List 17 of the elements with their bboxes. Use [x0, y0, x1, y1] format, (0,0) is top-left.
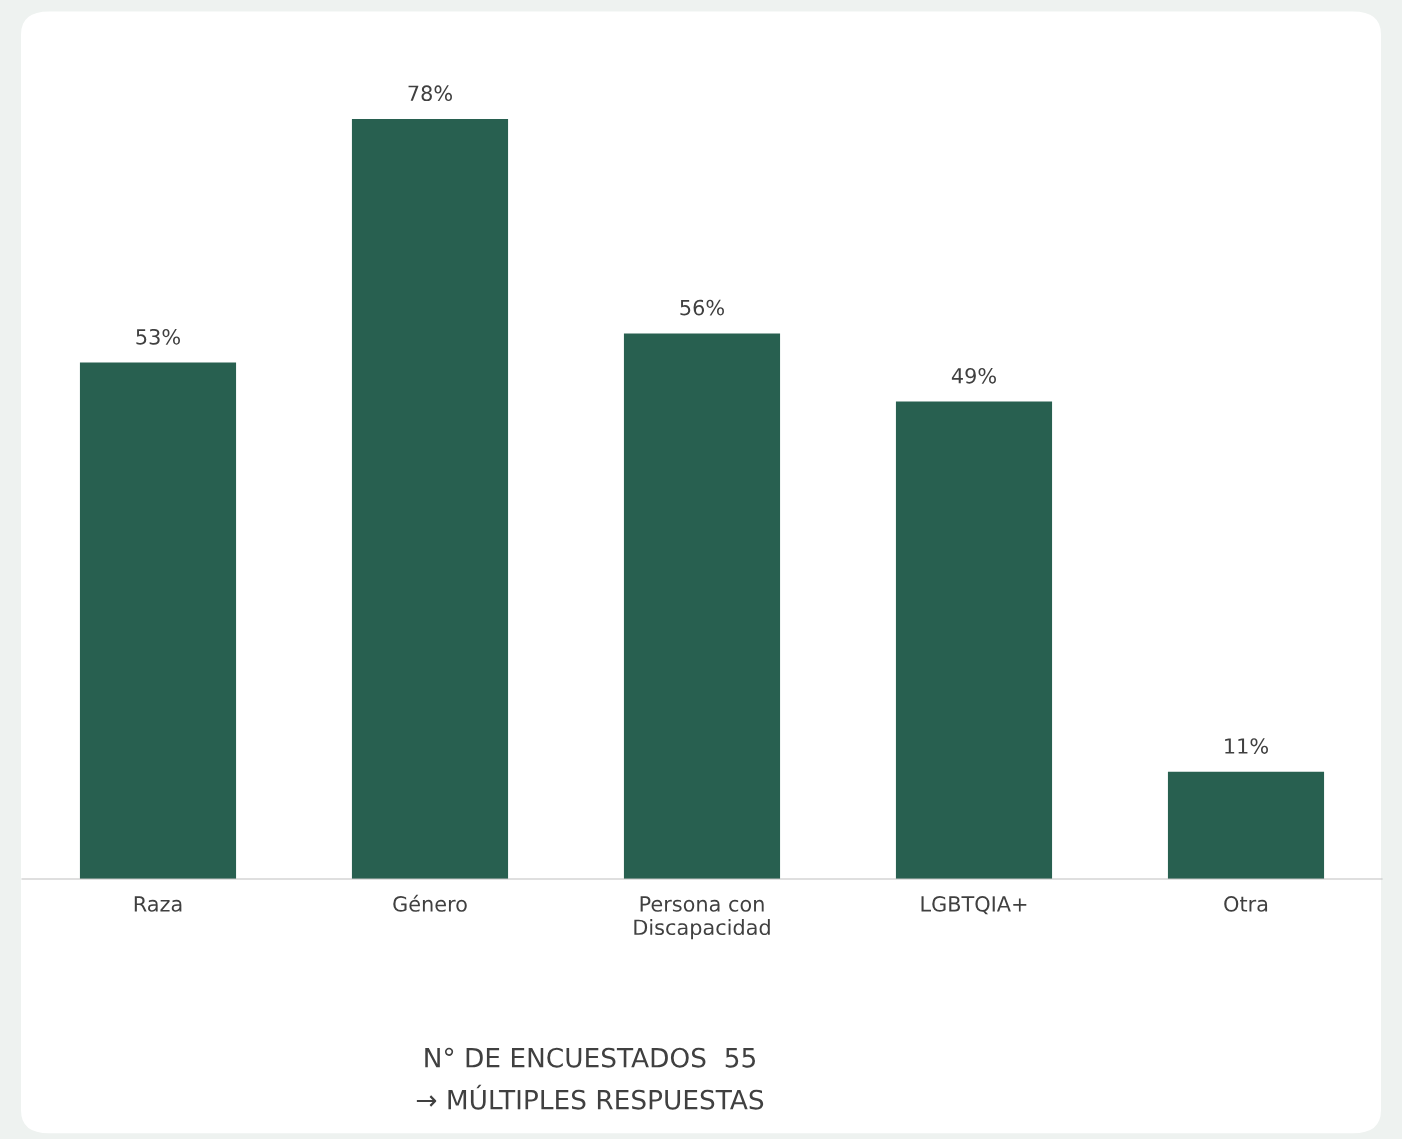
x-tick-label: Raza	[134, 896, 182, 912]
bar	[895, 401, 1053, 879]
bar	[623, 333, 781, 879]
bar	[79, 362, 237, 879]
text: N° DE ENCUESTADOS 55	[425, 1047, 755, 1068]
bar	[1167, 771, 1325, 879]
x-tick-label: Otra	[1224, 896, 1268, 912]
x-tick-label: Persona con Discapacidad	[634, 896, 770, 940]
data-label: 53%	[136, 328, 180, 345]
data-label: 11%	[1225, 738, 1268, 754]
x-tick-label: Género	[393, 894, 467, 912]
text: → MÚLTIPLES RESPUESTAS	[416, 1084, 764, 1110]
data-label: 78%	[408, 85, 452, 102]
x-tick-label: LGBTQIA+	[921, 896, 1027, 915]
data-label: 56%	[680, 299, 724, 316]
data-label: 49%	[951, 367, 996, 384]
bar	[351, 119, 509, 879]
